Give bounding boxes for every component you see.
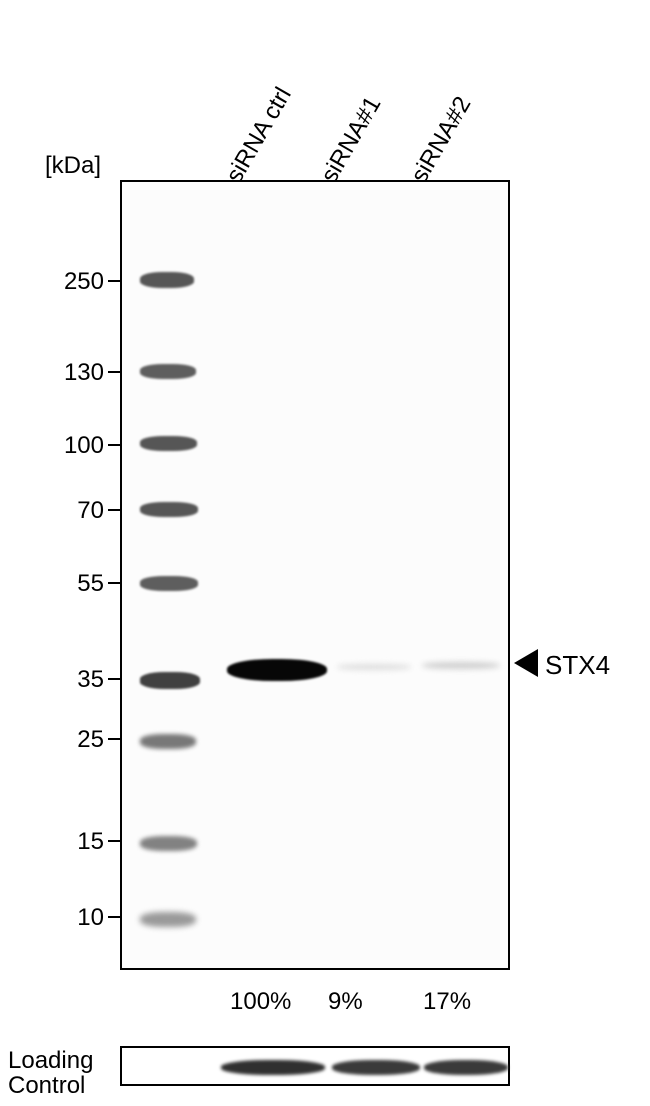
mw-tick-icon xyxy=(108,280,120,282)
loading-control-frame xyxy=(120,1046,510,1086)
loading-control-band xyxy=(221,1060,325,1075)
mw-marker-label: 10 xyxy=(44,904,104,932)
percentage-label: 17% xyxy=(423,988,471,1016)
unit-label: [kDa] xyxy=(45,152,101,180)
mw-marker-label: 70 xyxy=(44,497,104,525)
mw-tick-icon xyxy=(108,738,120,740)
stx4-arrowhead-icon xyxy=(514,649,538,677)
mw-tick-icon xyxy=(108,371,120,373)
ladder-band xyxy=(140,436,197,451)
loading-control-band xyxy=(424,1060,508,1075)
ladder-band xyxy=(140,836,197,851)
mw-tick-icon xyxy=(108,509,120,511)
ladder-band xyxy=(140,912,196,927)
ladder-band xyxy=(140,734,196,749)
mw-tick-icon xyxy=(108,916,120,918)
lane-header: siRNA#1 xyxy=(316,92,388,188)
ladder-band xyxy=(140,364,196,379)
mw-tick-icon xyxy=(108,678,120,680)
mw-marker-label: 250 xyxy=(44,268,104,296)
mw-marker-label: 100 xyxy=(44,432,104,460)
ladder-band xyxy=(140,672,200,689)
mw-tick-icon xyxy=(108,444,120,446)
percentage-label: 9% xyxy=(328,988,363,1016)
mw-marker-label: 15 xyxy=(44,828,104,856)
mw-marker-label: 130 xyxy=(44,359,104,387)
mw-marker-label: 55 xyxy=(44,570,104,598)
stx4-protein-label: STX4 xyxy=(545,650,610,681)
ladder-band xyxy=(140,272,194,288)
stx4-band xyxy=(337,664,411,670)
mw-marker-label: 25 xyxy=(44,726,104,754)
lane-header: siRNA#2 xyxy=(406,92,478,188)
lane-header: siRNA ctrl xyxy=(221,83,298,188)
mw-tick-icon xyxy=(108,582,120,584)
western-blot-frame xyxy=(120,180,510,970)
ladder-band xyxy=(140,576,198,591)
stx4-band xyxy=(227,659,327,681)
mw-marker-label: 35 xyxy=(44,666,104,694)
loading-control-band xyxy=(332,1060,420,1075)
mw-tick-icon xyxy=(108,840,120,842)
percentage-label: 100% xyxy=(230,988,291,1016)
loading-control-label: LoadingControl xyxy=(8,1048,93,1098)
stx4-band xyxy=(422,662,500,669)
ladder-band xyxy=(140,502,198,517)
